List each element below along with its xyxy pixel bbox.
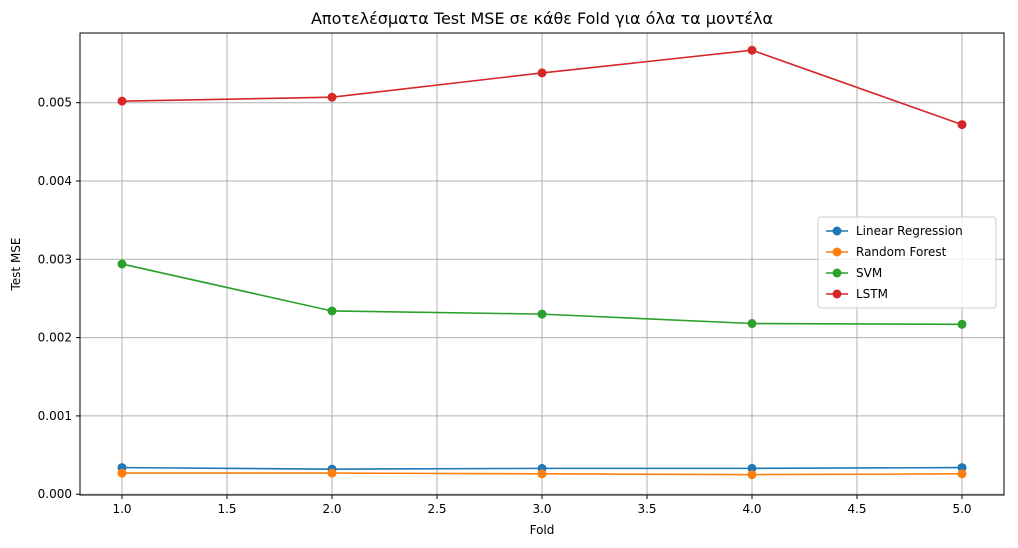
- y-tick-label: 0.005: [38, 96, 72, 110]
- data-point-svm: [747, 319, 757, 329]
- x-tick-label: 1.5: [217, 502, 236, 516]
- data-point-linear-regression: [957, 463, 967, 473]
- chart-title: Αποτελέσματα Test MSE σε κάθε Fold για ό…: [311, 9, 773, 28]
- data-point-lstm: [117, 96, 127, 106]
- x-tick-label: 5.0: [952, 502, 971, 516]
- data-point-svm: [957, 319, 967, 329]
- y-tick-label: 0.001: [38, 409, 72, 423]
- legend-label: SVM: [856, 266, 882, 280]
- y-tick-label: 0.003: [38, 252, 72, 266]
- y-tick-label: 0.004: [38, 174, 72, 188]
- legend-item: LSTM: [826, 287, 888, 301]
- x-tick-label: 4.5: [847, 502, 866, 516]
- legend-item: Random Forest: [826, 245, 947, 259]
- legend-box: [817, 216, 997, 309]
- y-axis-label: Test MSE: [9, 238, 23, 292]
- x-tick-label: 1.0: [112, 502, 131, 516]
- legend-marker: [832, 289, 842, 299]
- x-tick-label: 2.0: [322, 502, 341, 516]
- legend-marker: [832, 226, 842, 236]
- data-point-svm: [537, 309, 547, 319]
- series-lstm: [117, 45, 967, 130]
- series-random-forest: [117, 468, 967, 480]
- x-axis-label: Fold: [530, 523, 555, 537]
- legend-marker: [832, 268, 842, 278]
- data-point-random-forest: [117, 468, 127, 478]
- x-tick-label: 3.5: [637, 502, 656, 516]
- data-point-linear-regression: [747, 463, 757, 473]
- data-point-random-forest: [957, 469, 967, 479]
- axis-ticks: 1.0 1.5 2.0 2.5 3.0 3.5 4.0 4.5 5.0 0.000 0.001 0.0…: [38, 96, 972, 516]
- y-tick-label: 0.002: [38, 331, 72, 345]
- data-point-svm: [327, 306, 337, 316]
- y-tick-label: 0.000: [38, 487, 72, 501]
- x-tick-label: 3.0: [532, 502, 551, 516]
- series-lines: [117, 45, 967, 480]
- data-point-lstm: [957, 120, 967, 130]
- data-point-random-forest: [537, 469, 547, 479]
- data-point-lstm: [747, 45, 757, 55]
- legend-label: Linear Regression: [856, 224, 963, 238]
- legend-label: LSTM: [856, 287, 888, 301]
- data-point-lstm: [537, 68, 547, 78]
- data-point-svm: [117, 259, 127, 269]
- x-tick-label: 2.5: [427, 502, 446, 516]
- data-point-lstm: [327, 92, 337, 102]
- legend: Linear Regression Random Forest SVM LSTM: [817, 216, 997, 309]
- data-point-random-forest: [747, 470, 757, 480]
- series-svm: [117, 259, 967, 329]
- data-point-random-forest: [327, 468, 337, 478]
- x-tick-label: 4.0: [742, 502, 761, 516]
- legend-marker: [832, 247, 842, 257]
- legend-item: SVM: [826, 266, 882, 280]
- legend-label: Random Forest: [856, 245, 947, 259]
- legend-item: Linear Regression: [826, 224, 963, 238]
